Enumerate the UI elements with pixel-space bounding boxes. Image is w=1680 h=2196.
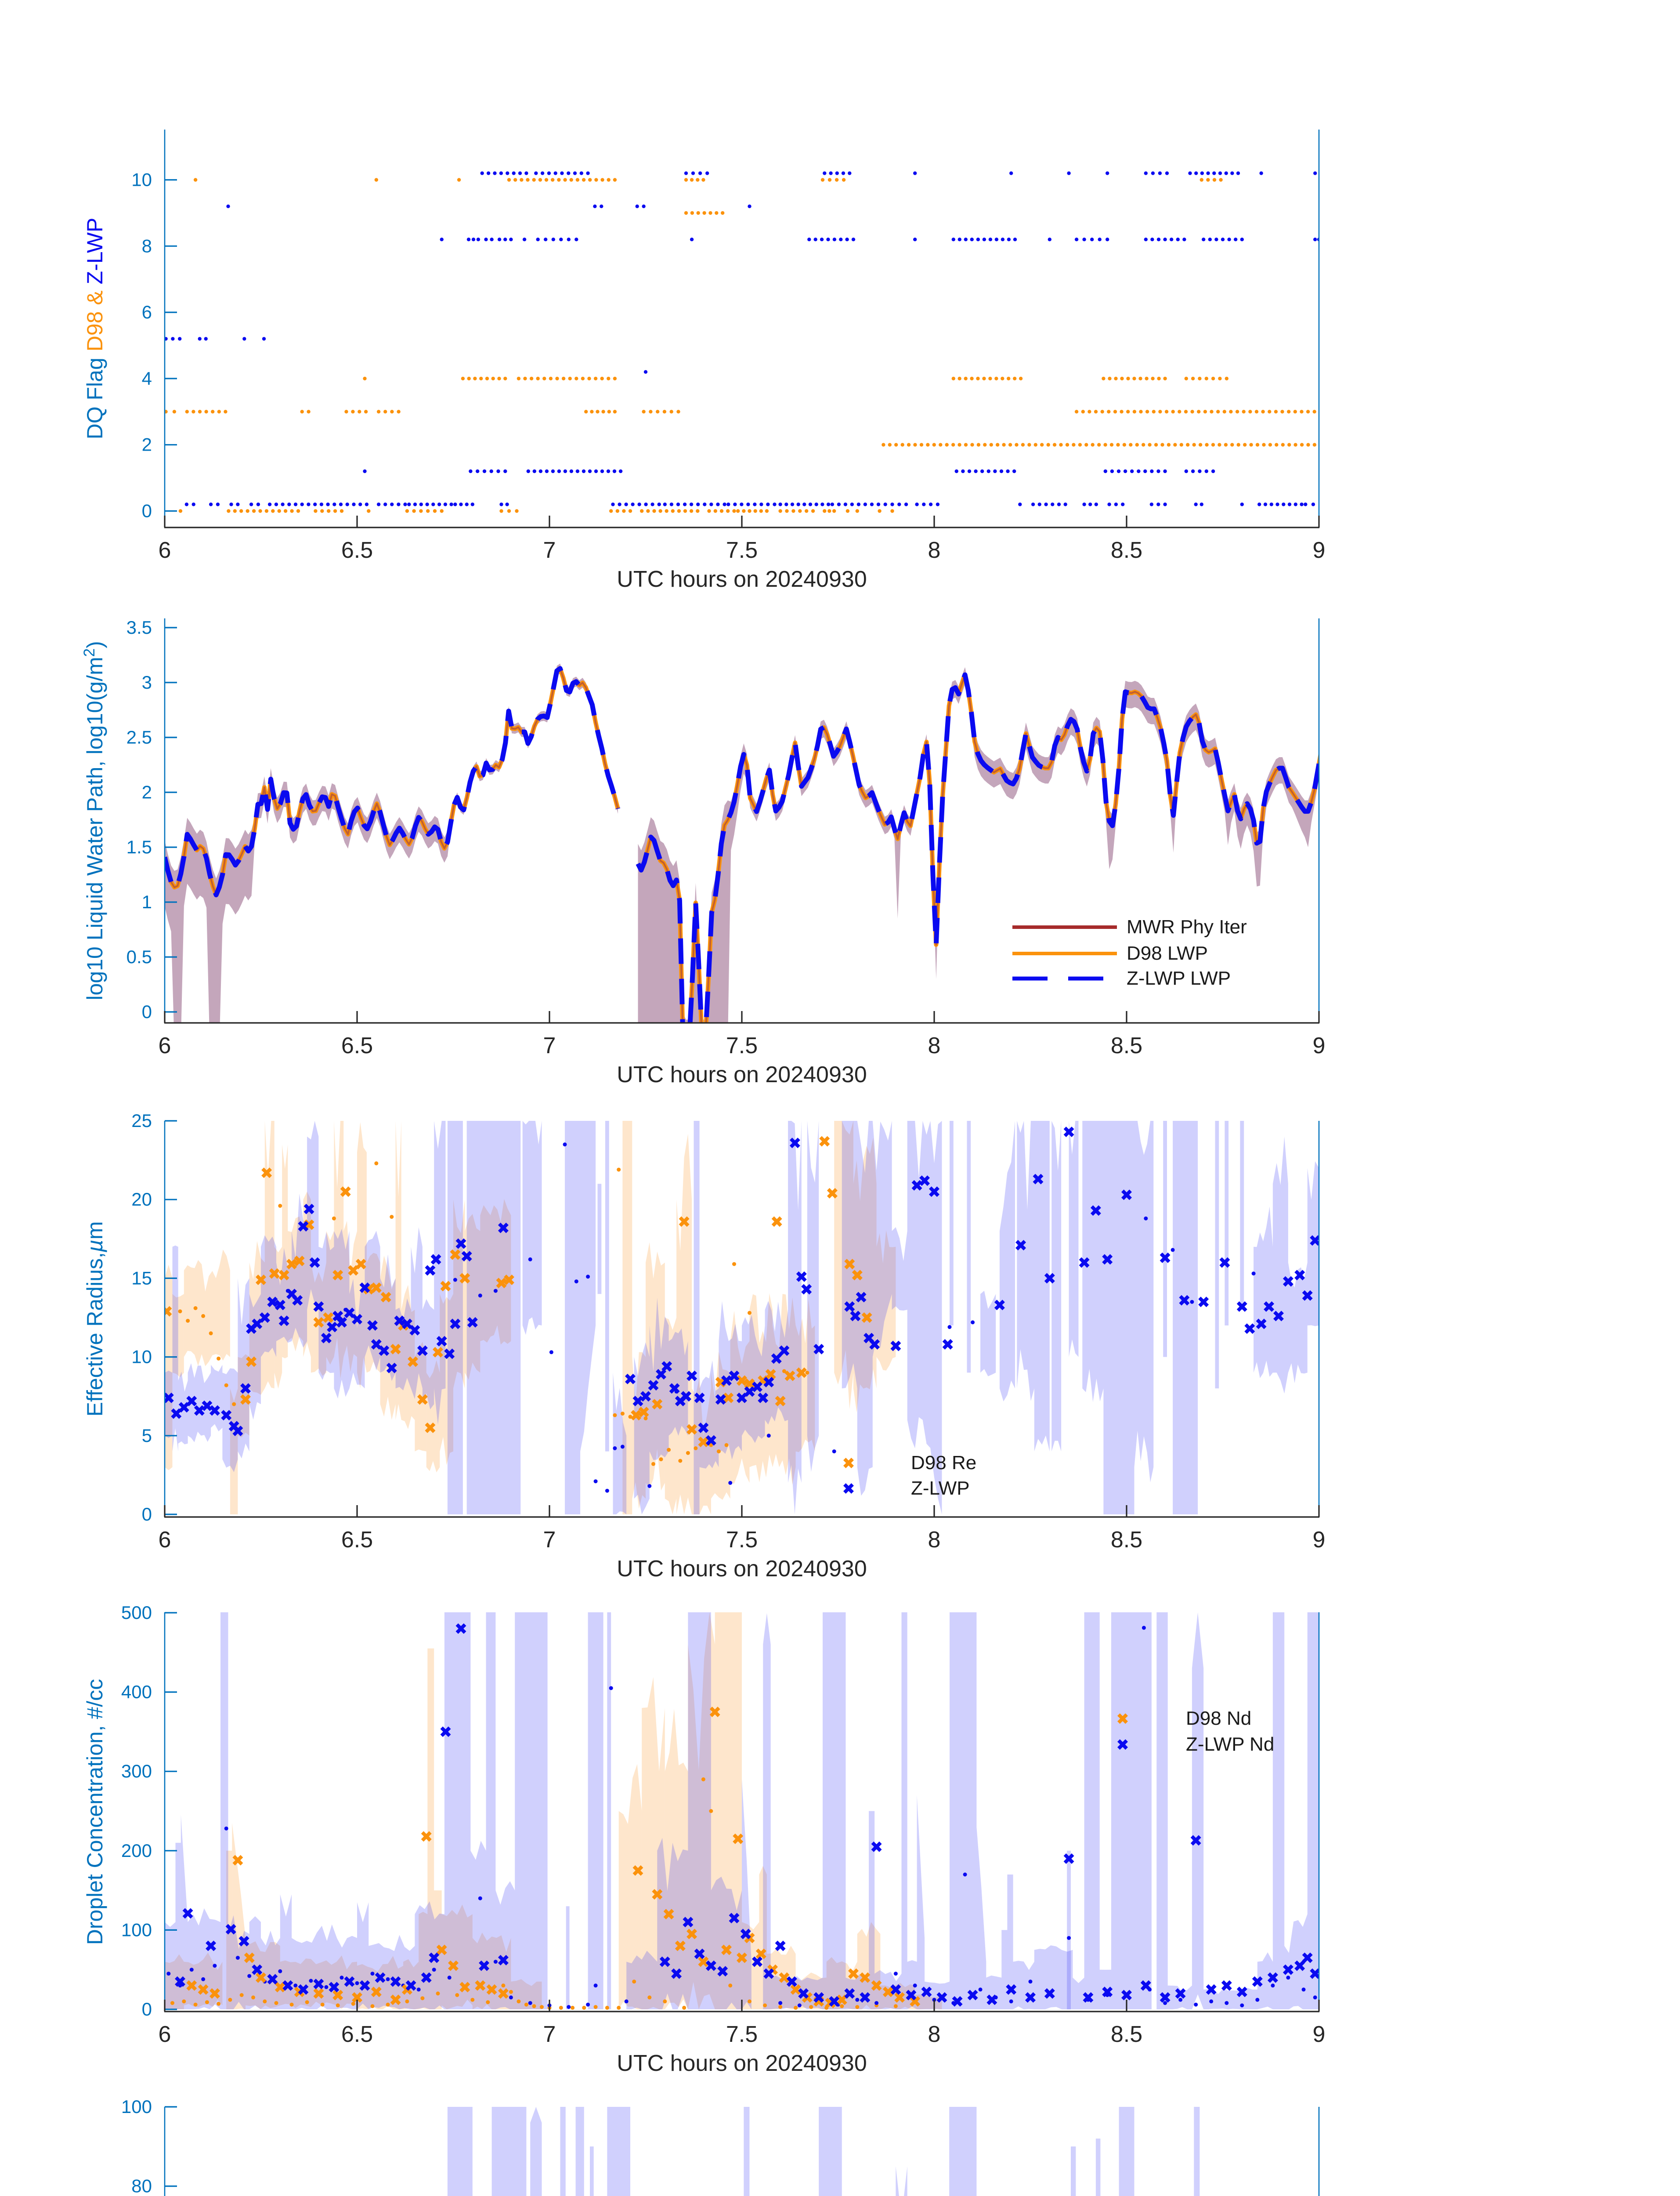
svg-text:0.5: 0.5 (126, 946, 152, 967)
svg-text:UTC hours on 20240930: UTC hours on 20240930 (617, 1062, 867, 1087)
svg-text:6: 6 (142, 302, 152, 322)
svg-text:0: 0 (142, 1999, 152, 2019)
svg-text:9: 9 (1313, 538, 1326, 563)
svg-text:8: 8 (928, 1033, 941, 1058)
svg-text:7: 7 (543, 538, 556, 563)
svg-text:1: 1 (142, 892, 152, 912)
svg-text:10: 10 (131, 170, 152, 190)
svg-text:MWR Phy Iter: MWR Phy Iter (1127, 916, 1247, 938)
svg-text:3: 3 (142, 672, 152, 693)
svg-text:UTC hours on 20240930: UTC hours on 20240930 (617, 2051, 867, 2076)
svg-text:8: 8 (928, 1527, 941, 1553)
svg-text:7.5: 7.5 (726, 1033, 758, 1058)
svg-text:9: 9 (1313, 1527, 1326, 1553)
svg-text:UTC hours on 20240930: UTC hours on 20240930 (617, 1556, 867, 1582)
svg-text:0: 0 (142, 1001, 152, 1022)
svg-text:6: 6 (159, 2022, 171, 2047)
svg-text:200: 200 (121, 1840, 152, 1861)
svg-text:8: 8 (928, 2022, 941, 2047)
svg-text:2: 2 (142, 434, 152, 455)
svg-text:9: 9 (1313, 1033, 1326, 1058)
svg-text:8: 8 (928, 538, 941, 563)
svg-text:D98 LWP: D98 LWP (1127, 943, 1208, 964)
svg-text:log10 Liquid Water Path, log10: log10 Liquid Water Path, log10(g/m2) (81, 641, 107, 1000)
svg-text:D98 Nd: D98 Nd (1186, 1708, 1251, 1729)
svg-text:0: 0 (142, 501, 152, 521)
svg-text:300: 300 (121, 1761, 152, 1781)
svg-text:6.5: 6.5 (341, 1527, 373, 1553)
svg-text:2.5: 2.5 (126, 727, 152, 748)
svg-text:8: 8 (142, 235, 152, 256)
svg-text:100: 100 (121, 2096, 152, 2117)
svg-text:6: 6 (159, 1527, 171, 1553)
svg-text:4: 4 (142, 368, 152, 389)
svg-text:80: 80 (131, 2176, 152, 2196)
svg-text:100: 100 (121, 1919, 152, 1940)
svg-text:Effective Radius,µm: Effective Radius,µm (83, 1221, 107, 1417)
svg-text:7.5: 7.5 (726, 2022, 758, 2047)
svg-text:7.5: 7.5 (726, 538, 758, 563)
svg-text:7: 7 (543, 2022, 556, 2047)
svg-text:6: 6 (159, 538, 171, 563)
svg-text:10: 10 (131, 1347, 152, 1367)
svg-text:7: 7 (543, 1527, 556, 1553)
svg-text:Z-LWP: Z-LWP (911, 1477, 970, 1499)
svg-text:500: 500 (121, 1602, 152, 1623)
svg-text:2: 2 (142, 782, 152, 802)
svg-text:DQ Flag D98 & Z-LWP: DQ Flag D98 & Z-LWP (83, 218, 107, 440)
svg-text:6.5: 6.5 (341, 538, 373, 563)
svg-text:20: 20 (131, 1189, 152, 1210)
svg-text:UTC hours on 20240930: UTC hours on 20240930 (617, 567, 867, 592)
svg-text:400: 400 (121, 1682, 152, 1702)
svg-text:5: 5 (142, 1425, 152, 1446)
svg-text:Z-LWP LWP: Z-LWP LWP (1127, 968, 1231, 989)
svg-text:15: 15 (131, 1268, 152, 1288)
svg-text:0: 0 (142, 1504, 152, 1524)
svg-text:7: 7 (543, 1033, 556, 1058)
svg-text:1.5: 1.5 (126, 837, 152, 857)
svg-text:6: 6 (159, 1033, 171, 1058)
svg-text:7.5: 7.5 (726, 1527, 758, 1553)
svg-text:8.5: 8.5 (1111, 1033, 1142, 1058)
svg-text:8.5: 8.5 (1111, 1527, 1142, 1553)
svg-text:8.5: 8.5 (1111, 2022, 1142, 2047)
svg-text:6.5: 6.5 (341, 2022, 373, 2047)
svg-text:Z-LWP Nd: Z-LWP Nd (1186, 1734, 1274, 1755)
svg-text:25: 25 (131, 1110, 152, 1131)
svg-text:8.5: 8.5 (1111, 538, 1142, 563)
svg-text:9: 9 (1313, 2022, 1326, 2047)
svg-text:D98 Re: D98 Re (911, 1452, 976, 1474)
svg-text:Droplet Concentration, #/cc: Droplet Concentration, #/cc (83, 1679, 107, 1945)
svg-text:3.5: 3.5 (126, 617, 152, 638)
svg-text:6.5: 6.5 (341, 1033, 373, 1058)
